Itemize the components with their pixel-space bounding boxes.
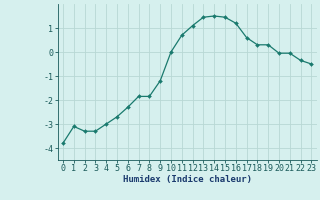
X-axis label: Humidex (Indice chaleur): Humidex (Indice chaleur): [123, 175, 252, 184]
